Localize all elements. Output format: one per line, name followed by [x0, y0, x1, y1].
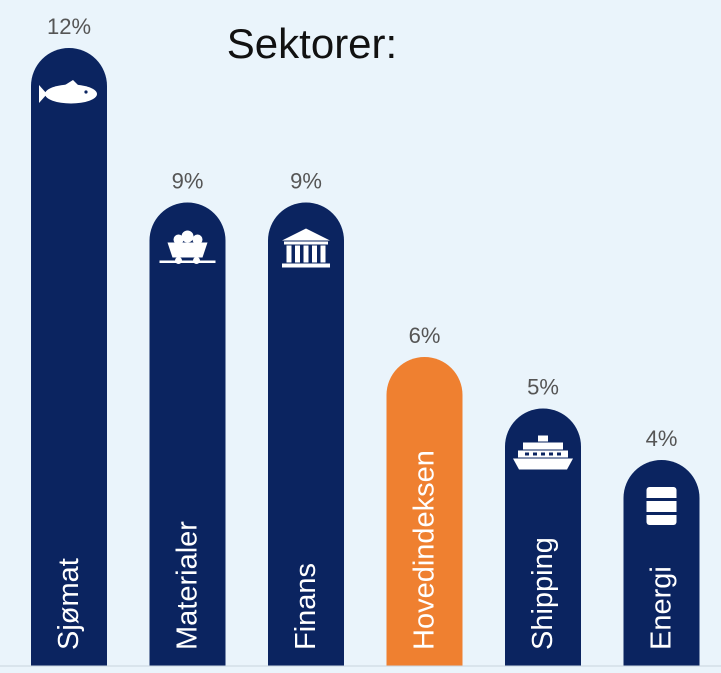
value-label: 9%: [290, 169, 322, 194]
category-label: Shipping: [527, 537, 559, 650]
value-label: 12%: [47, 14, 91, 39]
value-label: 6%: [409, 323, 441, 348]
category-label: Hovedindeksen: [409, 450, 441, 650]
category-label: Energi: [646, 566, 678, 650]
bar-group: 9% Finans: [268, 169, 344, 666]
bar-group: 4% Energi: [623, 426, 700, 666]
bank-icon: [282, 228, 330, 268]
category-label: Materialer: [172, 521, 204, 650]
bar: [623, 460, 700, 666]
chart-title: Sektorer:: [227, 20, 397, 67]
value-label: 4%: [646, 426, 678, 451]
bar: [268, 202, 344, 666]
bars: 12% Sjømat 9% Materialer 9% Finans 6% Hovedinde…: [31, 14, 700, 666]
bar: [505, 408, 581, 666]
value-label: 5%: [527, 375, 559, 400]
bar-group: 9% Materialer: [149, 169, 226, 666]
bar: [31, 48, 107, 666]
bar-group: 6% Hovedindeksen: [386, 323, 463, 666]
category-label: Finans: [290, 563, 322, 650]
bar-group: 5% Shipping: [505, 375, 581, 666]
oil-barrel-icon: [644, 487, 679, 525]
bar: [149, 202, 226, 666]
bar-group: 12% Sjømat: [31, 14, 107, 666]
category-label: Sjømat: [53, 558, 85, 650]
value-label: 9%: [172, 169, 204, 194]
bar: [386, 357, 463, 666]
fish-icon: [39, 80, 97, 104]
ship-icon: [513, 435, 573, 470]
mine-cart-icon: [159, 230, 216, 264]
